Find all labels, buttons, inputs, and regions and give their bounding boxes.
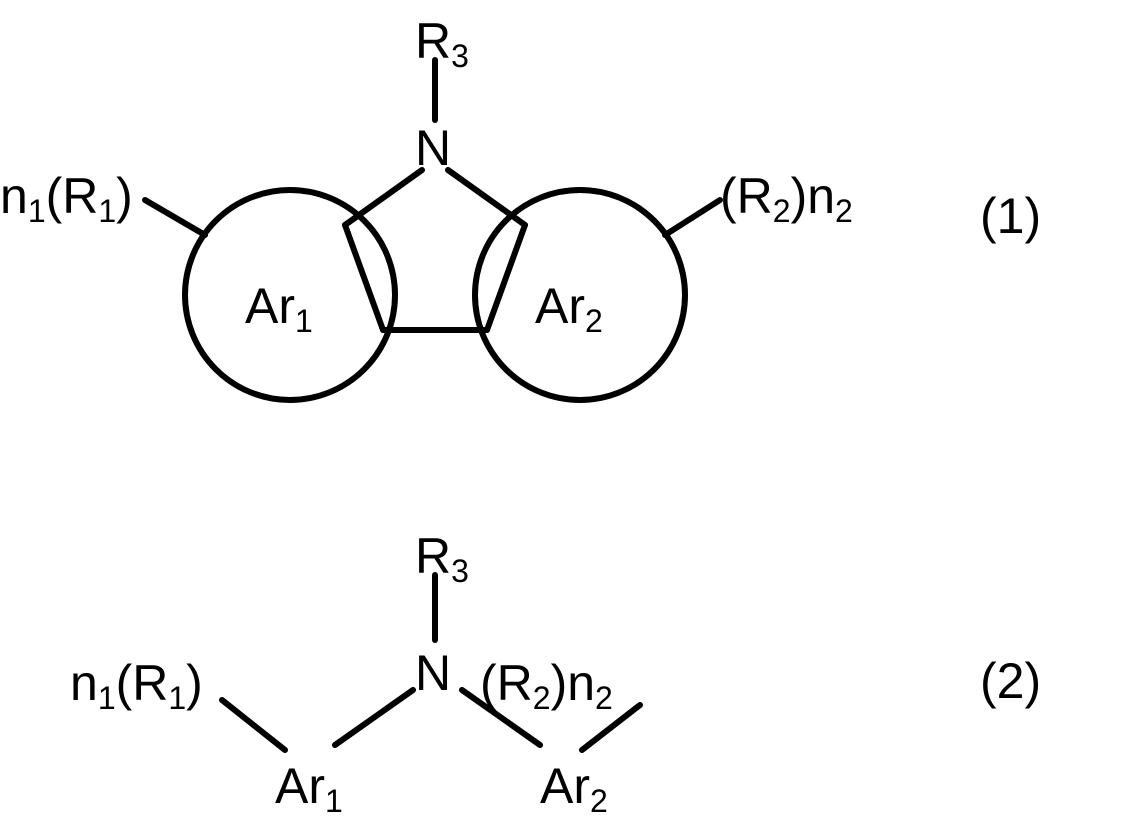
n1-r1-label-2: n1(R1) xyxy=(70,655,203,716)
sub-line-right-1 xyxy=(665,200,720,235)
ar2-label-2: Ar2 xyxy=(540,758,608,818)
n1-r1-label-1: n1(R1) xyxy=(0,168,133,229)
r3-label-2: R3 xyxy=(415,528,469,589)
r2-n2-label-1: (R2)n2 xyxy=(720,168,853,229)
r3-label-1: R3 xyxy=(415,13,469,74)
ar1-label-2: Ar1 xyxy=(275,758,343,818)
sub-line-left-2 xyxy=(222,700,285,750)
structure-2-number: (2) xyxy=(980,653,1041,709)
r2-n2-label-2: (R2)n2 xyxy=(480,655,613,716)
sub-line-left-1 xyxy=(145,200,205,235)
n-atom-2: N xyxy=(415,645,451,701)
bond-n-ar1 xyxy=(335,690,413,745)
ar2-label-1: Ar2 xyxy=(535,278,603,339)
ar1-label-1: Ar1 xyxy=(245,278,313,339)
structure-1-number: (1) xyxy=(980,188,1041,244)
